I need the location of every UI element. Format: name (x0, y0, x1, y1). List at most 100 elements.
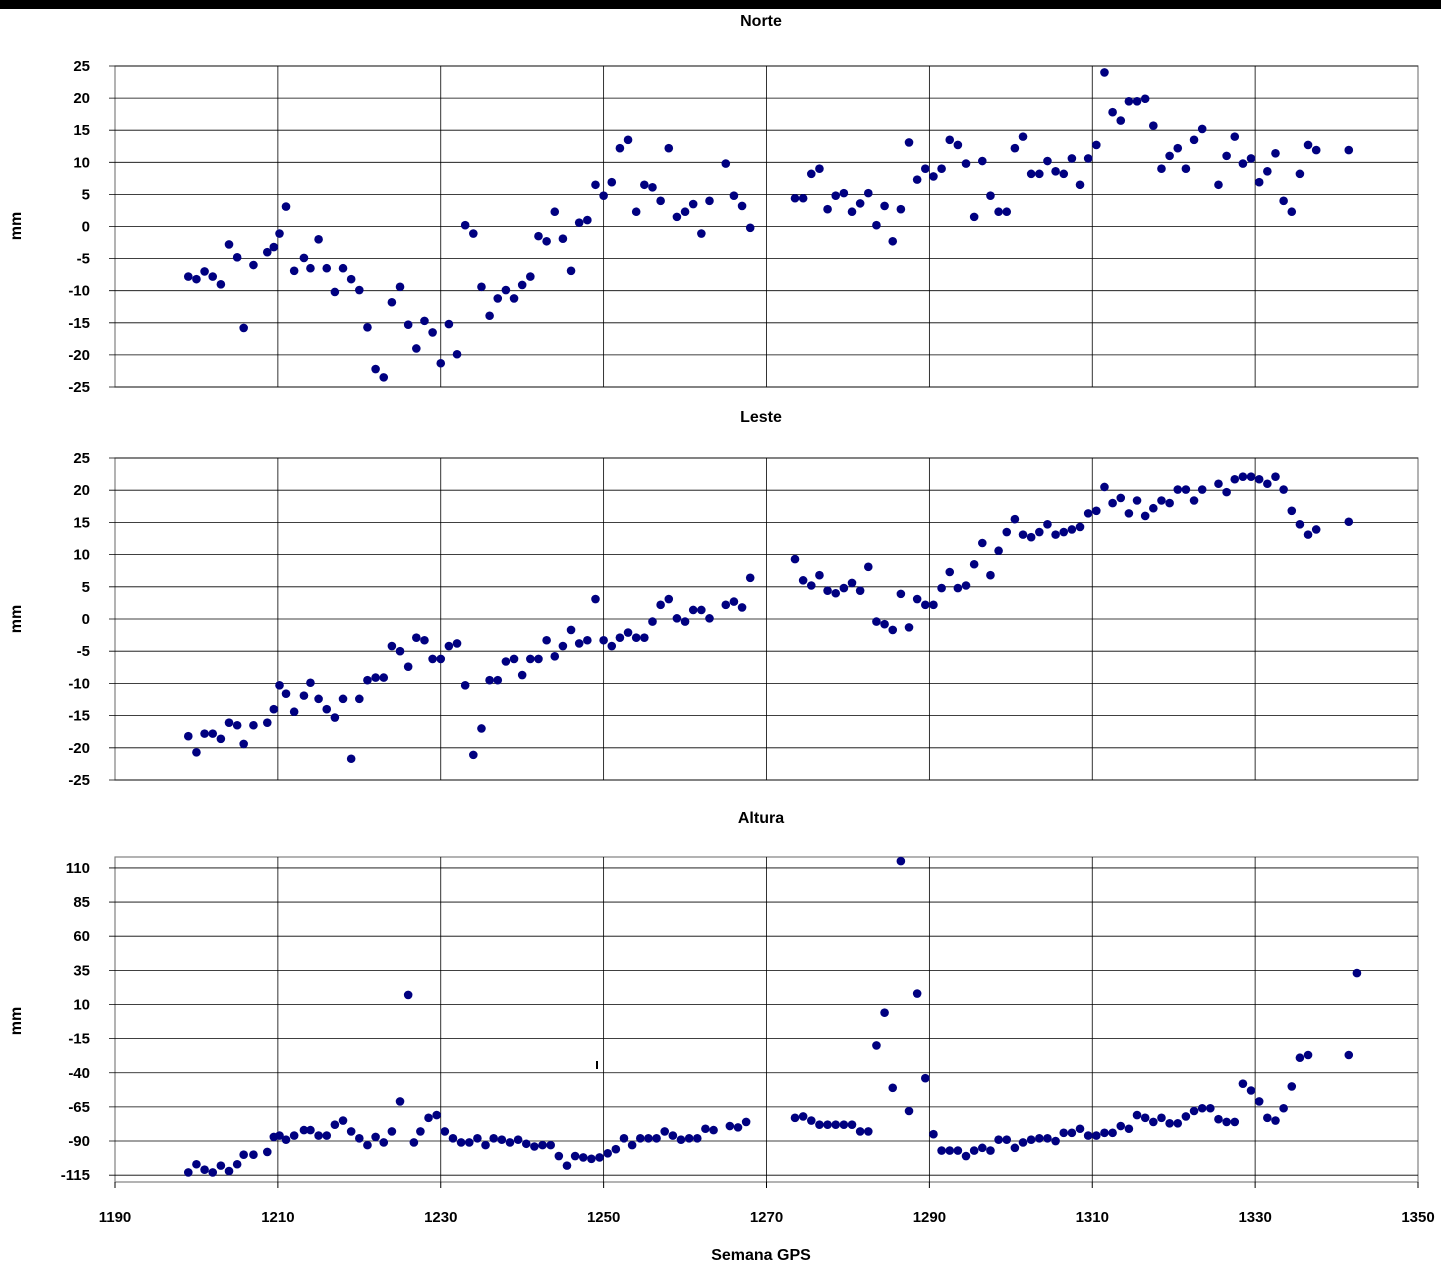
data-point (1157, 496, 1166, 505)
y-axis-label: mm (8, 212, 25, 240)
data-point (945, 567, 955, 577)
data-point (790, 193, 800, 203)
data-point (330, 287, 340, 297)
panel-title: Altura (738, 810, 784, 827)
data-point (1035, 169, 1044, 179)
data-point (1303, 140, 1313, 150)
data-point (872, 617, 881, 626)
data-point (542, 635, 551, 645)
data-point (1018, 1138, 1028, 1147)
data-point (888, 625, 898, 635)
data-point (1035, 527, 1044, 537)
data-point (1043, 520, 1052, 529)
data-point (1214, 1114, 1223, 1124)
y-tick-label: -25 (68, 772, 90, 789)
data-point (1157, 164, 1166, 174)
data-point (338, 263, 348, 273)
data-point (387, 641, 397, 651)
data-point (1222, 1117, 1231, 1127)
data-point (664, 143, 674, 153)
data-point (1287, 1082, 1297, 1091)
data-point (896, 204, 906, 214)
data-point (994, 207, 1003, 217)
data-point (448, 1134, 458, 1143)
data-point (534, 654, 543, 664)
panel-norte: 25 20 15 10 5 0 -5 -10 -15 -20 -25 Norte mm (8, 13, 1419, 396)
data-point (1303, 530, 1313, 539)
data-point (1230, 474, 1240, 484)
data-point (806, 581, 816, 590)
data-point (289, 266, 299, 276)
data-point (798, 1112, 808, 1121)
data-point (481, 1140, 490, 1150)
x-tick-label: 1230 (424, 1209, 457, 1226)
data-point (839, 583, 849, 593)
data-point (729, 597, 739, 606)
y-tick-label: -20 (68, 347, 90, 364)
data-point (299, 253, 309, 263)
data-point (1108, 107, 1117, 117)
data-point (517, 670, 527, 680)
data-point (1010, 514, 1020, 524)
data-point (322, 1131, 332, 1140)
data-point (262, 718, 272, 727)
data-point (403, 990, 413, 1000)
data-point (937, 164, 946, 174)
data-point (436, 358, 446, 368)
data-point (583, 635, 592, 645)
data-point (1059, 527, 1069, 537)
data-point (322, 263, 332, 273)
data-point (921, 164, 930, 174)
data-point (904, 623, 914, 632)
data-point (1344, 1050, 1354, 1060)
data-point (745, 223, 755, 233)
data-point (224, 718, 234, 727)
data-point (994, 1135, 1003, 1144)
data-point (705, 196, 714, 206)
data-point (452, 349, 462, 359)
x-axis-label: Semana GPS (711, 1247, 811, 1264)
data-point (566, 266, 576, 276)
y-tick-label: 0 (82, 219, 90, 236)
data-point (509, 654, 519, 664)
data-point (355, 285, 364, 295)
data-point (314, 1131, 323, 1140)
data-point (953, 140, 963, 150)
data-point (1149, 121, 1158, 131)
data-point (1206, 1103, 1215, 1113)
data-point (627, 1140, 637, 1150)
data-point (306, 678, 315, 688)
data-point (1181, 485, 1191, 494)
y-axis-label: mm (8, 1007, 25, 1035)
data-point (831, 191, 841, 200)
data-point (330, 713, 340, 722)
data-point (648, 617, 657, 626)
data-point (183, 731, 193, 741)
data-point (420, 635, 429, 645)
y-tick-label: -10 (68, 675, 90, 692)
data-point (623, 628, 633, 637)
y-tick-label: 10 (73, 996, 90, 1013)
data-point (684, 1134, 694, 1143)
data-point (880, 1008, 889, 1017)
data-point (619, 1134, 629, 1143)
data-point (1238, 159, 1248, 168)
data-point (729, 191, 739, 200)
data-point (403, 662, 413, 671)
data-point (1214, 180, 1223, 190)
y-tick-label: 5 (82, 579, 90, 596)
data-point (1165, 498, 1174, 508)
data-point (550, 207, 560, 217)
data-point (1279, 1103, 1288, 1113)
data-point (513, 1135, 523, 1144)
data-point (208, 1168, 218, 1177)
data-point (1018, 132, 1028, 141)
data-point (239, 739, 248, 749)
x-tick-label: 1310 (1076, 1209, 1109, 1226)
data-point (275, 1131, 284, 1140)
data-point (371, 364, 380, 374)
y-tick-label: -5 (77, 251, 90, 268)
data-point (1222, 487, 1231, 497)
data-point (436, 654, 446, 664)
data-point (1254, 1097, 1264, 1106)
